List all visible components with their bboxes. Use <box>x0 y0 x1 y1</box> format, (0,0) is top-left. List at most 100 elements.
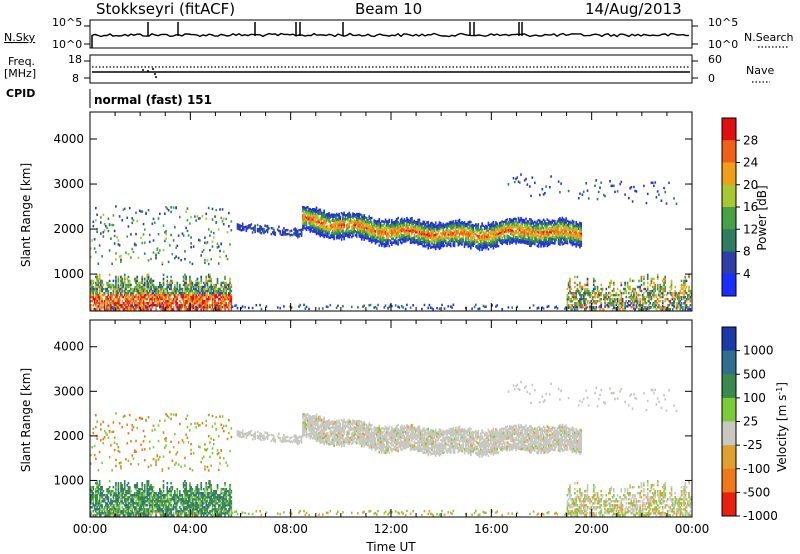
power-cell <box>574 295 576 299</box>
power-cell <box>437 225 440 229</box>
power-cell <box>525 217 527 220</box>
power-cell <box>219 297 221 301</box>
power-cell <box>141 302 144 305</box>
power-cell <box>546 222 549 225</box>
power-cell <box>364 224 367 228</box>
power-cell <box>353 225 356 228</box>
power-cell <box>325 213 328 216</box>
power-cell <box>344 232 347 235</box>
power-cell <box>610 293 613 297</box>
power-cell <box>146 289 149 293</box>
power-cell <box>328 218 330 221</box>
power-cell <box>532 223 535 227</box>
power-cell <box>160 283 162 287</box>
power-cell <box>107 293 110 297</box>
power-cell <box>205 306 208 309</box>
power-cell <box>324 217 327 221</box>
power-cell <box>438 235 441 238</box>
power-cell <box>576 227 579 230</box>
power-cell <box>364 222 367 225</box>
power-cell <box>182 300 185 303</box>
power-cell <box>575 245 578 248</box>
power-cell <box>98 289 101 293</box>
power-cell <box>329 234 332 237</box>
power-cell <box>186 287 189 291</box>
power-cell <box>271 227 274 230</box>
power-cell <box>522 218 525 222</box>
power-cell <box>557 224 560 227</box>
power-cell <box>416 235 418 238</box>
power-cell <box>625 295 628 299</box>
power-cell <box>102 231 105 234</box>
power-cell <box>197 297 200 301</box>
power-cell <box>547 231 550 235</box>
power-cell <box>217 262 220 265</box>
power-cell <box>377 228 379 231</box>
power-cell <box>342 223 344 226</box>
power-cell <box>259 231 261 234</box>
power-cell <box>624 304 626 307</box>
power-cell <box>658 304 660 307</box>
power-cell <box>189 222 191 225</box>
power-cell <box>117 289 120 293</box>
power-cell <box>534 181 536 185</box>
power-cell <box>100 283 102 287</box>
power-cell <box>689 300 692 303</box>
power-cell <box>304 227 307 230</box>
power-cell <box>187 283 190 287</box>
power-cell <box>498 225 501 229</box>
power-cell <box>565 219 567 222</box>
power-cell <box>515 224 517 227</box>
power-cell <box>105 289 107 293</box>
figure-title: Stokkseyri (fitACF) <box>96 0 235 18</box>
power-cell <box>502 229 505 232</box>
power-cell <box>330 235 333 239</box>
power-cell <box>505 231 507 234</box>
power-cell <box>318 208 320 212</box>
power-cell <box>358 229 361 232</box>
power-cell <box>495 221 497 224</box>
power-cell <box>378 238 381 241</box>
power-cell <box>398 306 401 309</box>
power-cell <box>423 232 426 236</box>
power-cell <box>136 287 139 291</box>
power-cell <box>429 228 432 231</box>
power-cell <box>187 297 190 301</box>
power-cell <box>290 306 293 309</box>
power-cell <box>461 221 463 224</box>
power-cell <box>443 230 446 233</box>
power-cell <box>265 225 268 228</box>
power-cell <box>525 239 527 243</box>
power-cell <box>392 223 394 226</box>
power-cell <box>547 233 550 237</box>
power-cell <box>162 304 165 307</box>
power-cell <box>202 293 205 297</box>
power-cell <box>256 227 259 231</box>
power-cell <box>215 289 218 293</box>
power-cell <box>115 287 117 291</box>
power-cell <box>565 231 567 234</box>
power-cell <box>426 239 428 242</box>
power-cell <box>523 237 526 241</box>
power-cell <box>557 242 560 245</box>
power-cell <box>529 224 531 227</box>
power-cell <box>452 303 455 307</box>
power-cell <box>503 240 506 244</box>
power-cell <box>433 236 436 239</box>
power-cell <box>447 235 450 238</box>
power-cell <box>205 300 208 303</box>
power-cell <box>532 235 535 239</box>
power-cell <box>482 247 485 250</box>
power-cell <box>529 236 531 239</box>
power-cell <box>526 220 529 223</box>
power-cell <box>623 287 625 291</box>
power-cell <box>527 232 530 235</box>
power-cell <box>624 283 626 287</box>
power-cell <box>684 302 687 305</box>
power-cell <box>549 236 551 240</box>
power-cell <box>142 300 145 303</box>
power-cell <box>148 283 151 287</box>
power-cell <box>106 287 108 291</box>
power-cell <box>174 300 176 303</box>
power-cell <box>393 223 396 226</box>
